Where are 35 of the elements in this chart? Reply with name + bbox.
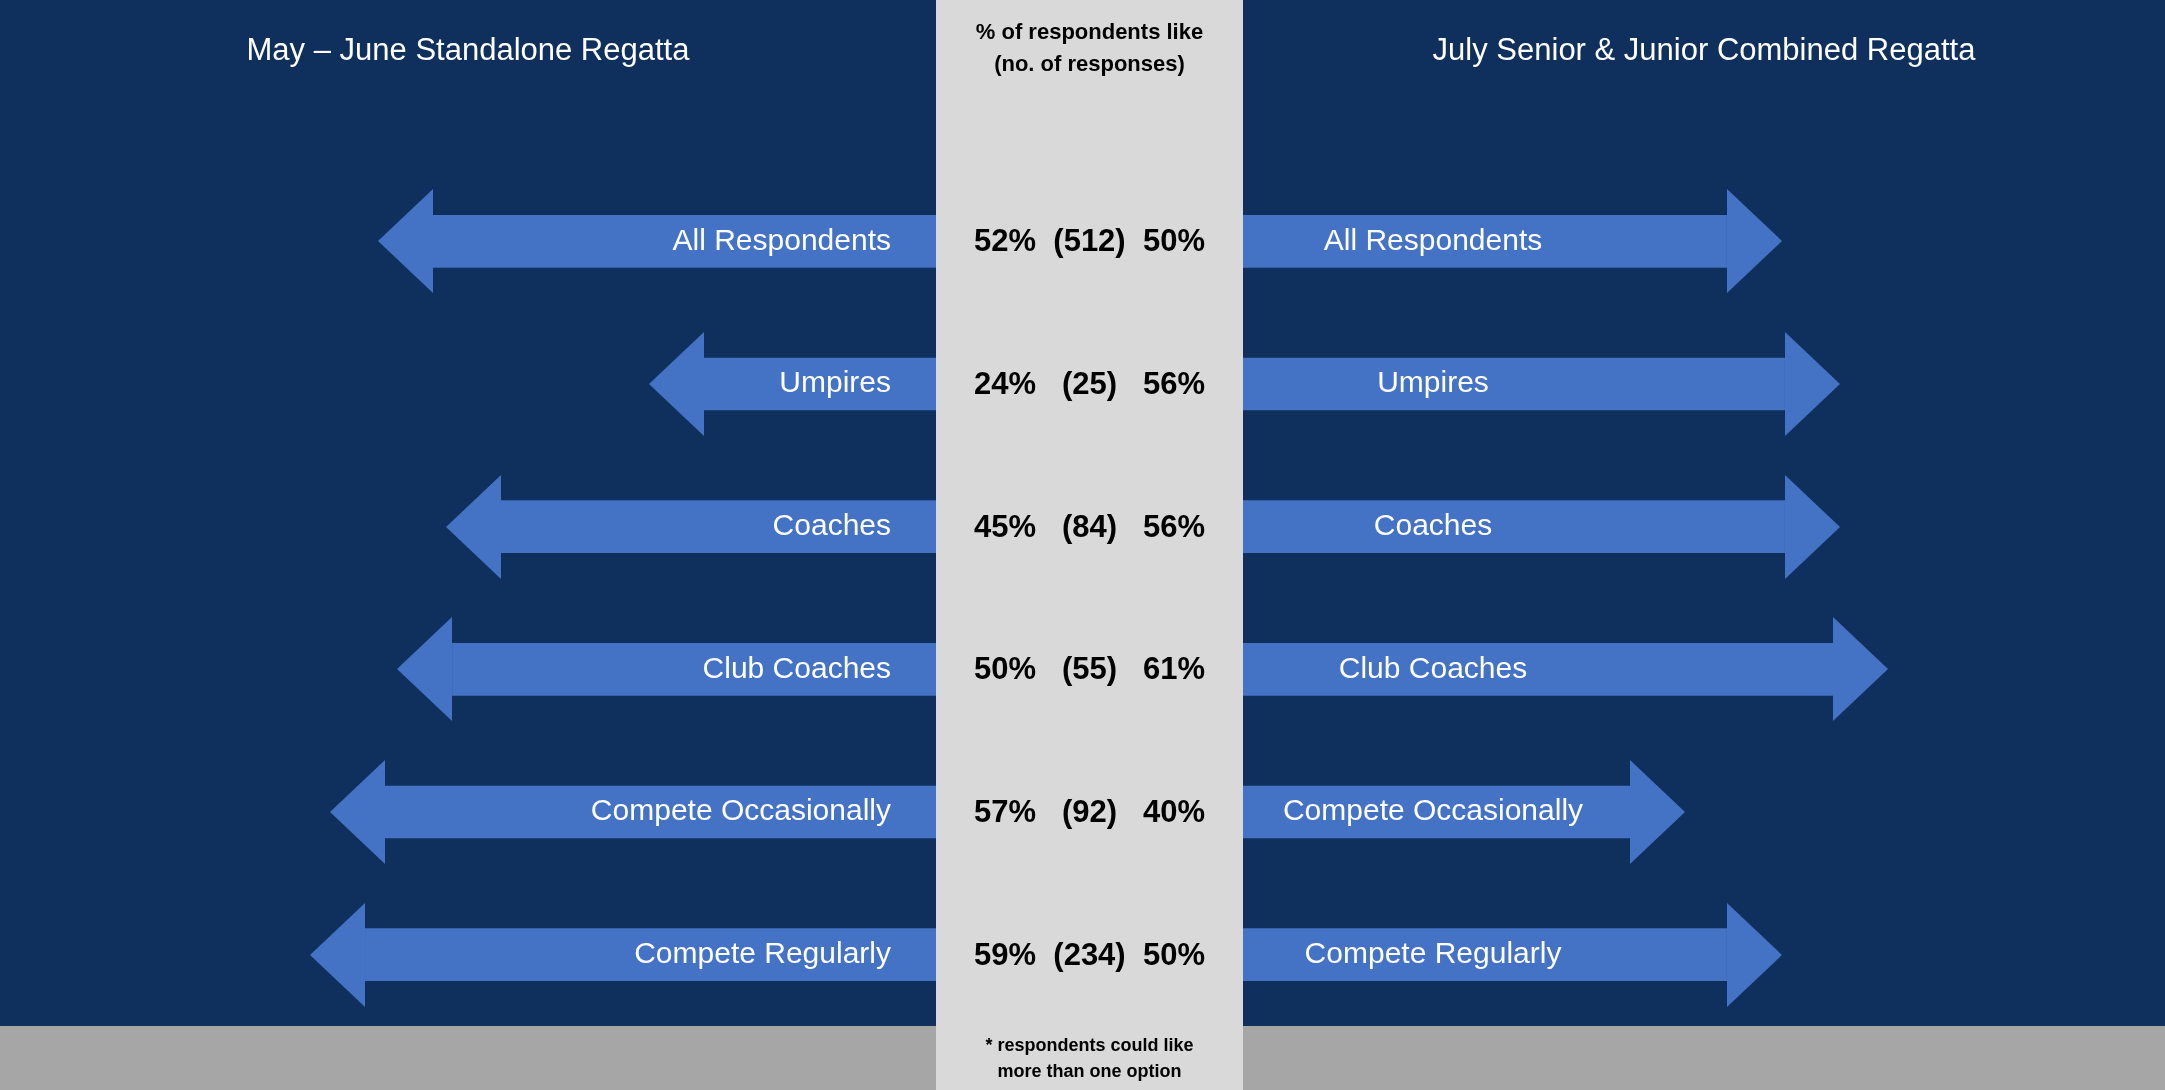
data-label: 59% <box>973 935 1036 974</box>
y-tick-label: Coaches <box>1373 507 1493 541</box>
data-label: 52% <box>973 222 1036 261</box>
text: * respondents could like more than one option <box>984 1034 1195 1083</box>
y-tick-label: Coaches <box>772 507 891 541</box>
y-tick-label: Umpires <box>1377 365 1489 399</box>
data-label: 56% <box>1143 507 1206 546</box>
data-label: 50% <box>1143 222 1206 261</box>
data-label: 50% <box>973 650 1036 689</box>
data-label: (84) <box>1061 508 1118 544</box>
text: % of respondents like <box>974 18 1205 46</box>
text: (no. of responses) <box>993 50 1186 78</box>
data-label: 24% <box>973 365 1036 403</box>
data-label: 56% <box>1143 365 1206 403</box>
chart-title: May – June Standalone Regatta <box>245 32 691 68</box>
y-tick-label: Compete Occasionally <box>590 793 891 827</box>
data-label: 50% <box>1143 935 1206 974</box>
chart-title: July Senior & Junior Combined Regatta <box>1431 32 1977 68</box>
y-tick-label: Club Coaches <box>1338 650 1528 684</box>
data-label: (55) <box>1061 651 1118 687</box>
data-label: (234) <box>1053 936 1126 972</box>
data-label: 40% <box>1143 793 1206 831</box>
y-tick-label: Club Coaches <box>702 650 891 684</box>
data-label: 45% <box>973 507 1036 546</box>
data-label: (512) <box>1053 223 1126 259</box>
data-label: (92) <box>1061 794 1118 829</box>
data-label: 57% <box>973 793 1036 831</box>
data-label: 61% <box>1143 650 1206 689</box>
data-label: (25) <box>1061 366 1118 401</box>
y-tick-label: Umpires <box>779 365 891 399</box>
y-tick-label: Compete Regularly <box>634 935 891 969</box>
y-tick-label: All Respondents <box>672 222 891 256</box>
y-tick-label: Compete Occasionally <box>1282 793 1584 827</box>
y-tick-label: All Respondents <box>1323 222 1543 256</box>
y-tick-label: Compete Regularly <box>1304 935 1562 969</box>
